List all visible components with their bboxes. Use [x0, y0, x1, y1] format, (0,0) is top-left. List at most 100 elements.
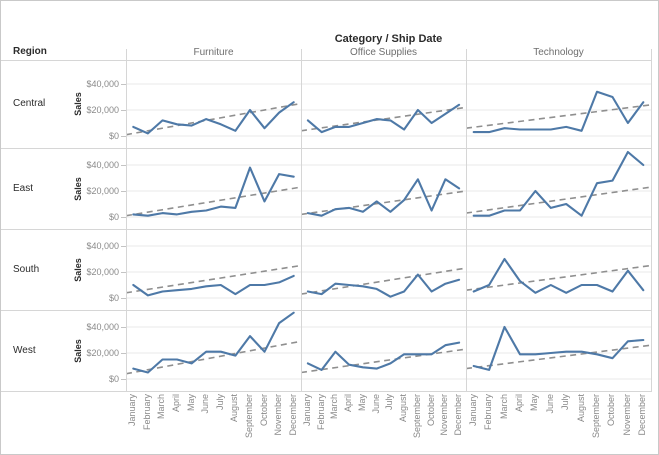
- y-tick-label: $0: [108, 293, 119, 303]
- y-tick-label: $0: [108, 131, 119, 141]
- x-tick-label-december: December: [287, 394, 298, 436]
- y-tick-mark: [121, 217, 126, 218]
- x-tick-label-october: October: [425, 394, 436, 427]
- panel-central-furniture[interactable]: [126, 60, 301, 148]
- x-tick-label-august: August: [229, 394, 240, 423]
- x-tick-label-may: May: [529, 394, 540, 412]
- sales-line[interactable]: [132, 101, 295, 135]
- column-header-office-supplies[interactable]: Office Supplies: [349, 47, 418, 58]
- panel-east-technology[interactable]: [466, 148, 651, 229]
- x-tick-label-december: December: [637, 394, 648, 436]
- header-underline: [1, 60, 651, 61]
- panel-central-office-supplies[interactable]: [301, 60, 466, 148]
- x-tick-label-january: January: [301, 394, 312, 427]
- trend-line[interactable]: [126, 186, 301, 217]
- x-tick-label-october: October: [258, 394, 269, 427]
- x-tick-label-june: June: [544, 394, 555, 414]
- sales-line[interactable]: [472, 90, 645, 134]
- x-tick-label-april: April: [343, 394, 354, 413]
- trend-line[interactable]: [126, 340, 301, 375]
- x-tick-label-july: July: [214, 394, 225, 411]
- sales-line[interactable]: [132, 166, 295, 217]
- region-label-west[interactable]: West: [13, 344, 36, 356]
- x-tick-label-september: September: [243, 394, 254, 439]
- trend-line[interactable]: [126, 102, 301, 136]
- column-header-technology[interactable]: Technology: [533, 47, 584, 58]
- y-tick-label: $40,000: [86, 160, 119, 170]
- column-separator: [301, 49, 302, 392]
- sales-line[interactable]: [132, 274, 295, 297]
- y-tick-mark: [121, 246, 126, 247]
- x-tick-label-may: May: [356, 394, 367, 412]
- region-label-east[interactable]: East: [13, 182, 34, 194]
- panel-south-office-supplies[interactable]: [301, 229, 466, 310]
- sales-line[interactable]: [306, 178, 461, 217]
- x-tick-label-september: September: [411, 394, 422, 439]
- x-tick-label-july: July: [560, 394, 571, 411]
- trend-line[interactable]: [301, 190, 466, 216]
- x-tick-label-november: November: [439, 394, 450, 436]
- y-tick-label: $20,000: [86, 105, 119, 115]
- chart-title: Category / Ship Date: [334, 33, 443, 45]
- sales-line[interactable]: [472, 325, 645, 371]
- x-tick-label-november: November: [273, 394, 284, 436]
- sales-line[interactable]: [306, 103, 461, 134]
- y-tick-mark: [121, 272, 126, 273]
- trend-line[interactable]: [301, 348, 466, 374]
- y-tick-label: $0: [108, 212, 119, 222]
- panel-west-technology[interactable]: [466, 310, 651, 391]
- y-tick-label: $40,000: [86, 79, 119, 89]
- trend-line[interactable]: [301, 106, 466, 132]
- trend-line[interactable]: [301, 267, 466, 295]
- y-tick-label: $20,000: [86, 267, 119, 277]
- row-separator: [1, 148, 651, 149]
- panel-south-furniture[interactable]: [126, 229, 301, 310]
- x-tick-label-april: April: [171, 394, 182, 413]
- x-tick-label-may: May: [185, 394, 196, 412]
- y-tick-mark: [121, 136, 126, 137]
- sales-line[interactable]: [132, 311, 295, 374]
- y-tick-label: $0: [108, 374, 119, 384]
- sales-line[interactable]: [472, 150, 645, 217]
- y-tick-mark: [121, 191, 126, 192]
- y-tick-mark: [121, 165, 126, 166]
- x-tick-label-march: March: [329, 394, 340, 420]
- region-label-central[interactable]: Central: [13, 98, 46, 109]
- sales-line[interactable]: [306, 341, 461, 371]
- sales-line[interactable]: [306, 273, 461, 298]
- panel-east-furniture[interactable]: [126, 148, 301, 229]
- x-tick-label-january: January: [467, 394, 478, 427]
- region-column-header: Region: [13, 46, 47, 57]
- panel-central-technology[interactable]: [466, 60, 651, 148]
- x-tick-label-august: August: [575, 394, 586, 423]
- panel-south-technology[interactable]: [466, 229, 651, 310]
- region-label-south[interactable]: South: [13, 263, 40, 275]
- y-tick-mark: [121, 84, 126, 85]
- row-separator: [1, 310, 651, 311]
- row-separator: [1, 391, 651, 392]
- y-tick-mark: [121, 379, 126, 380]
- sales-line[interactable]: [472, 257, 645, 294]
- column-separator: [651, 49, 652, 392]
- x-tick-label-june: June: [200, 394, 211, 414]
- y-tick-label: $40,000: [86, 322, 119, 332]
- column-separator: [466, 49, 467, 392]
- x-tick-label-october: October: [606, 394, 617, 427]
- panel-west-office-supplies[interactable]: [301, 310, 466, 391]
- x-tick-label-april: April: [513, 394, 524, 413]
- x-tick-label-march: March: [156, 394, 167, 420]
- column-header-furniture[interactable]: Furniture: [193, 47, 234, 58]
- column-separator: [126, 49, 127, 392]
- panel-west-furniture[interactable]: [126, 310, 301, 391]
- x-tick-label-february: February: [141, 394, 152, 431]
- panel-east-office-supplies[interactable]: [301, 148, 466, 229]
- x-tick-label-march: March: [498, 394, 509, 420]
- y-tick-label: $20,000: [86, 348, 119, 358]
- x-tick-label-december: December: [453, 394, 464, 436]
- y-tick-mark: [121, 327, 126, 328]
- x-tick-label-june: June: [370, 394, 381, 414]
- y-tick-mark: [121, 298, 126, 299]
- trend-line[interactable]: [126, 264, 301, 294]
- y-tick-label: $20,000: [86, 186, 119, 196]
